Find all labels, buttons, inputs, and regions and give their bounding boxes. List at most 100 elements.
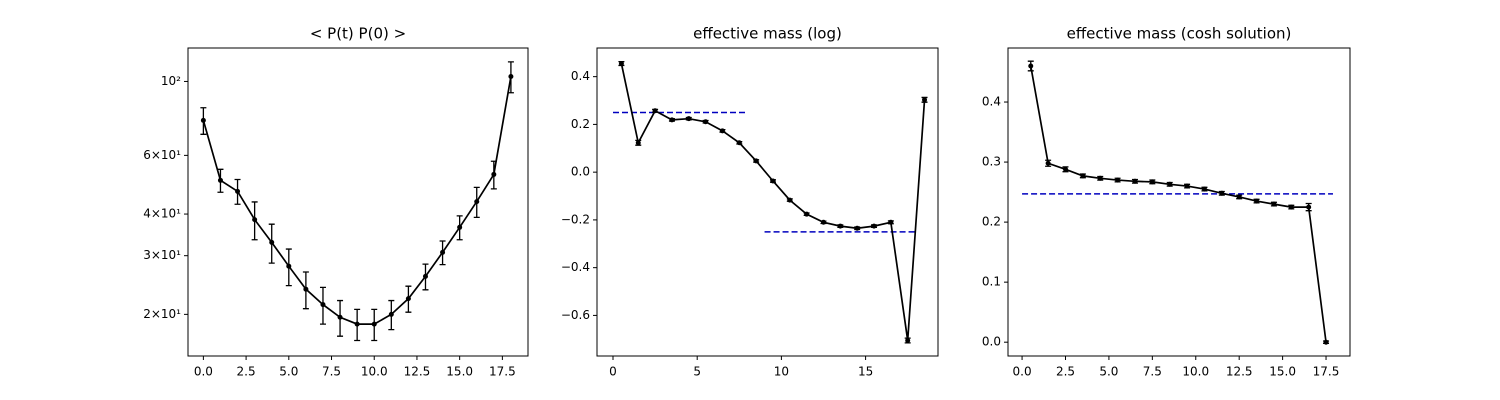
y-tick-label: 0.4: [571, 69, 590, 83]
panel-title: < P(t) P(0) >: [310, 25, 406, 43]
y-tick-label: 6×10¹: [143, 148, 181, 162]
data-point: [1184, 183, 1190, 189]
data-point: [686, 116, 692, 122]
data-point: [422, 273, 428, 279]
axes-frame: [187, 47, 529, 357]
data-point: [753, 158, 759, 164]
x-tick-label: 2.5: [1056, 365, 1075, 379]
data-point: [440, 249, 446, 255]
data-point: [474, 199, 480, 205]
data-point: [269, 239, 275, 245]
data-point: [888, 219, 894, 225]
data-point: [804, 211, 810, 217]
x-tick-label: 2.5: [237, 365, 256, 379]
axes-frame: [596, 47, 939, 357]
data-point: [787, 197, 793, 203]
x-tick-label: 17.5: [489, 365, 516, 379]
x-tick-label: 10.0: [1182, 365, 1209, 379]
data-point: [1306, 204, 1312, 210]
x-tick-label: 7.5: [322, 365, 341, 379]
data-point: [837, 223, 843, 229]
panel-title: effective mass (log): [693, 25, 842, 43]
y-tick-label: 3×10¹: [143, 248, 181, 262]
data-point: [457, 224, 463, 230]
data-point: [719, 128, 725, 134]
y-tick-label: 2×10¹: [143, 307, 181, 321]
data-point: [854, 225, 860, 231]
y-tick-label: 0.0: [571, 165, 590, 179]
data-point: [1236, 194, 1242, 200]
y-tick-label: −0.2: [561, 212, 590, 226]
data-point: [1149, 179, 1155, 185]
y-tick-label: 0.1: [982, 275, 1001, 289]
data-point: [1271, 201, 1277, 207]
y-tick-label: −0.4: [561, 260, 590, 274]
x-tick-label: 0.0: [194, 365, 213, 379]
data-point: [1167, 181, 1173, 187]
x-tick-label: 0: [609, 365, 617, 379]
data-point: [820, 219, 826, 225]
data-point: [1288, 204, 1294, 210]
y-tick-label: 10²: [161, 74, 181, 88]
data-point: [1132, 178, 1138, 184]
data-point: [303, 286, 309, 292]
data-point: [1080, 173, 1086, 179]
data-point: [1201, 186, 1207, 192]
y-tick-label: 0.4: [982, 95, 1001, 109]
data-point: [354, 321, 360, 327]
data-point: [1115, 177, 1121, 183]
data-point: [371, 321, 377, 327]
data-point: [1323, 339, 1329, 345]
x-tick-label: 7.5: [1143, 365, 1162, 379]
y-tick-label: 0.3: [982, 155, 1001, 169]
series-line: [1029, 65, 1327, 343]
x-tick-label: 12.5: [404, 365, 431, 379]
x-tick-label: 12.5: [1226, 365, 1253, 379]
data-point: [320, 302, 326, 308]
data-point: [652, 108, 658, 114]
series-line: [202, 76, 512, 325]
data-point: [1254, 198, 1260, 204]
data-point: [1045, 160, 1051, 166]
y-tick-label: 0.2: [982, 215, 1001, 229]
data-point: [669, 117, 675, 123]
data-point: [1097, 175, 1103, 181]
series-line: [620, 63, 926, 341]
x-tick-label: 0.0: [1013, 365, 1032, 379]
data-point: [871, 223, 877, 229]
y-tick-label: −0.6: [561, 308, 590, 322]
x-tick-label: 10: [774, 365, 789, 379]
data-point: [770, 178, 776, 184]
data-point: [618, 61, 624, 67]
x-tick-label: 15.0: [1269, 365, 1296, 379]
panel-title: effective mass (cosh solution): [1067, 25, 1292, 43]
x-tick-label: 5.0: [279, 365, 298, 379]
x-tick-label: 15.0: [446, 365, 473, 379]
data-point: [635, 140, 641, 146]
x-tick-label: 5: [693, 365, 701, 379]
data-point: [252, 217, 258, 223]
data-point: [337, 314, 343, 320]
data-point: [1219, 190, 1225, 196]
data-point: [286, 263, 292, 269]
x-tick-label: 10.0: [361, 365, 388, 379]
x-tick-label: 17.5: [1313, 365, 1340, 379]
data-point: [491, 171, 497, 177]
y-tick-label: 4×10¹: [143, 207, 181, 221]
data-point: [1062, 166, 1068, 172]
data-point: [905, 337, 911, 343]
x-tick-label: 15: [858, 365, 873, 379]
data-point: [235, 188, 241, 194]
data-point: [200, 117, 206, 123]
data-point: [703, 119, 709, 125]
data-point: [736, 140, 742, 146]
data-point: [217, 177, 223, 183]
data-point: [508, 73, 514, 79]
x-tick-label: 5.0: [1099, 365, 1118, 379]
data-point: [922, 97, 928, 103]
data-point: [405, 296, 411, 302]
y-tick-label: 0.0: [982, 335, 1001, 349]
axes-frame: [1007, 47, 1351, 357]
